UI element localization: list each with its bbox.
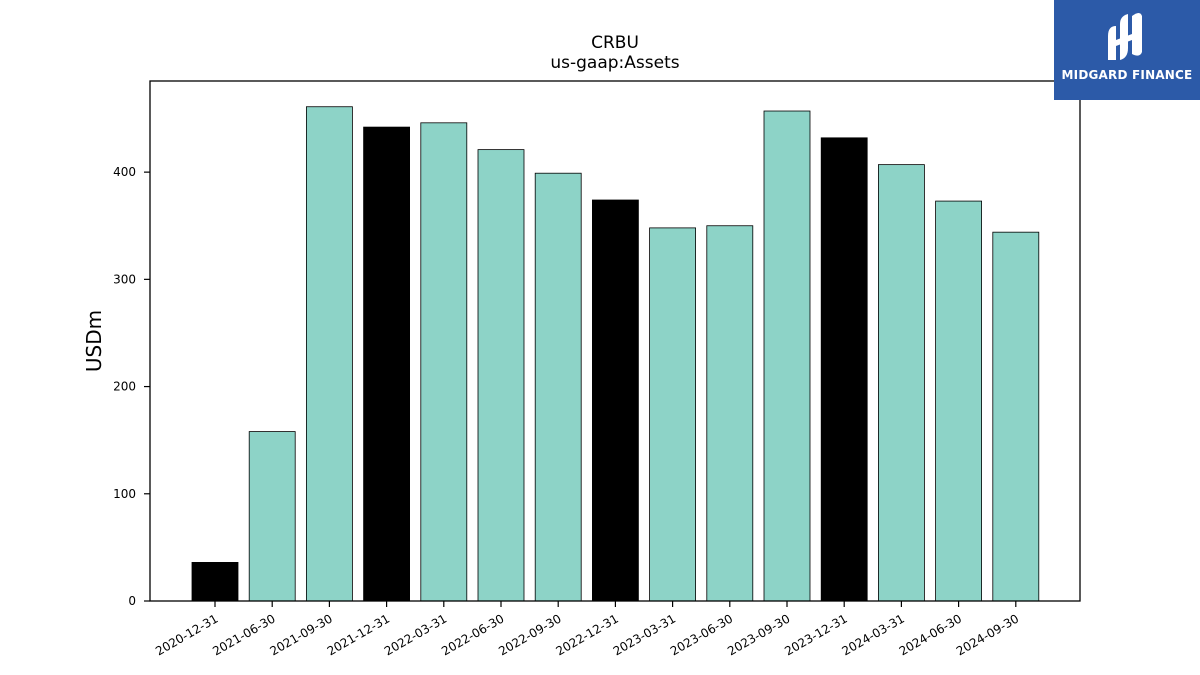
chart-title: CRBU — [591, 33, 639, 53]
x-tick-label: 2020-12-31 — [153, 611, 220, 658]
x-tick-label: 2021-06-30 — [210, 611, 277, 658]
y-tick-label: 400 — [113, 165, 136, 179]
x-tick-label: 2021-09-30 — [267, 611, 334, 658]
logo-text: MIDGARD FINANCE — [1061, 68, 1193, 82]
plot-frame — [149, 80, 1081, 602]
bar-2022-09-30 — [534, 172, 582, 602]
x-tick-label: 2023-06-30 — [668, 611, 735, 658]
x-tick-label: 2022-06-30 — [439, 611, 506, 658]
x-tick-label: 2022-12-31 — [553, 611, 620, 658]
x-tick-label: 2022-03-31 — [382, 611, 449, 658]
x-tick-label: 2021-12-31 — [325, 611, 392, 658]
bar-2024-09-30 — [992, 231, 1040, 602]
y-tick-label: 200 — [113, 380, 136, 394]
chart-subtitle: us-gaap:Assets — [550, 53, 679, 73]
bar-2024-06-30 — [935, 200, 982, 602]
y-tick-label: 0 — [128, 594, 136, 608]
x-tick-label: 2022-09-30 — [496, 611, 563, 658]
logo-mark-icon — [1108, 13, 1142, 60]
bar-2022-12-31 — [592, 199, 639, 602]
y-ticks-group: 0 100 200 300 400 — [113, 165, 150, 608]
bar-2020-12-31 — [191, 562, 239, 602]
bar-2023-03-31 — [649, 227, 696, 602]
midgard-finance-logo: MIDGARD FINANCE — [1054, 0, 1200, 100]
bar-2021-09-30 — [305, 106, 353, 602]
bar-2022-03-31 — [420, 122, 468, 602]
x-tick-label: 2023-09-30 — [725, 611, 792, 658]
x-tick-label: 2023-12-31 — [782, 611, 849, 658]
bar-2021-12-31 — [363, 126, 411, 602]
y-axis-label: USDm — [82, 310, 106, 372]
x-ticks-group: 2020-12-312021-06-302021-09-302021-12-31… — [153, 601, 1021, 658]
bar-2024-03-31 — [878, 164, 925, 602]
y-tick-label: 100 — [113, 487, 136, 501]
bar-2021-06-30 — [248, 431, 296, 602]
bar-2022-06-30 — [477, 149, 525, 602]
x-tick-label: 2024-03-31 — [839, 611, 906, 658]
x-tick-label: 2023-03-31 — [611, 611, 678, 658]
bar-2023-06-30 — [706, 225, 754, 602]
bars-group — [191, 106, 1040, 602]
y-tick-label: 300 — [113, 272, 136, 286]
x-tick-label: 2024-06-30 — [897, 611, 964, 658]
bar-2023-09-30 — [763, 110, 811, 602]
x-tick-label: 2024-09-30 — [954, 611, 1021, 658]
bar-2023-12-31 — [820, 137, 868, 602]
